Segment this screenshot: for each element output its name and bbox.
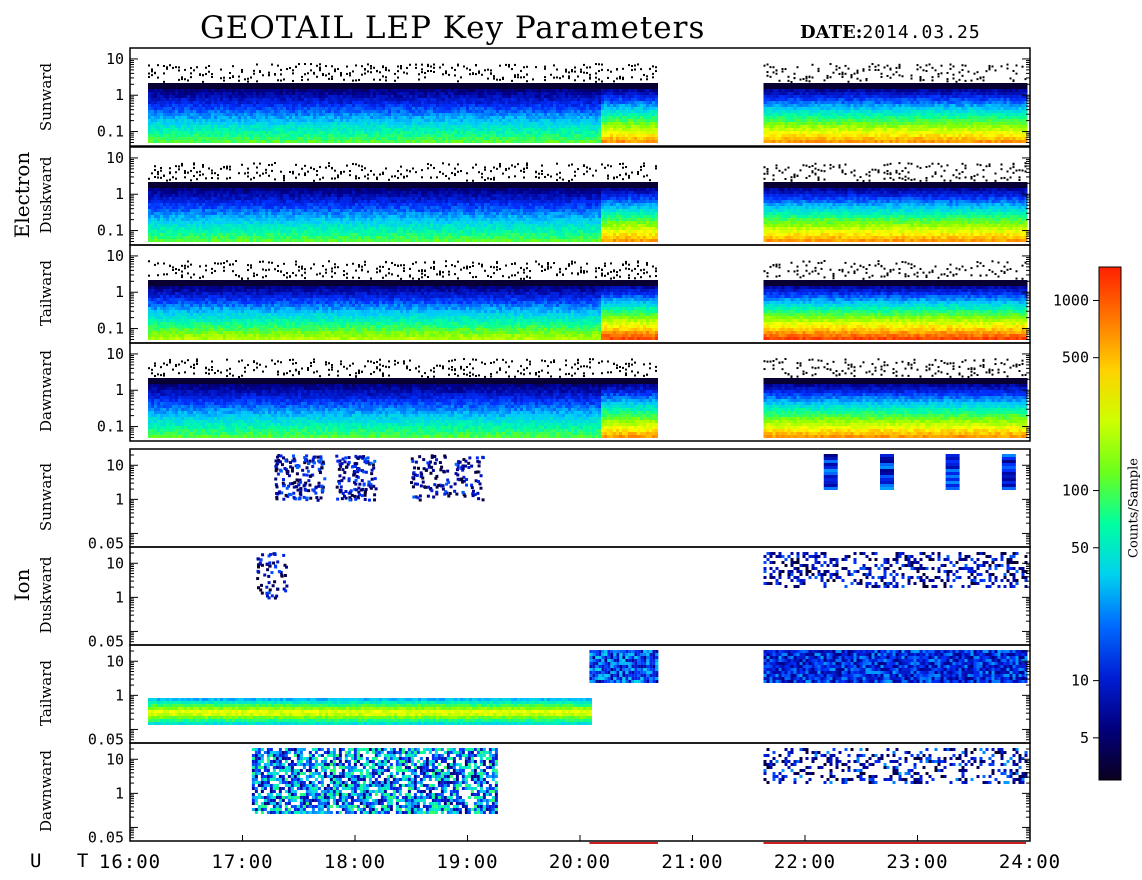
panel-electron-tailward: 10 1 0.1 xyxy=(97,245,1030,343)
colorbar: 5 10 50 100 500 1000 xyxy=(1053,267,1121,780)
y-tick-label: 0.1 xyxy=(97,320,124,338)
panel-electron-sunward: 10 1 0.1 xyxy=(97,48,1030,146)
y-tick-label: 10 xyxy=(106,345,124,363)
y-tick-label: 0.05 xyxy=(88,829,124,847)
colorbar-tick-label: 1000 xyxy=(1053,291,1089,309)
y-tick-label: 1 xyxy=(115,283,124,301)
spectrogram-data xyxy=(148,358,1028,438)
panel-electron-dawnward: 10 1 0.1 xyxy=(97,343,1030,441)
y-tick-label: 10 xyxy=(106,247,124,265)
x-tick-label: 21:00 xyxy=(661,851,723,873)
colorbar-tick-label: 5 xyxy=(1080,729,1089,747)
x-tick-label: 23:00 xyxy=(886,851,948,873)
panel-frame xyxy=(130,547,1030,645)
y-tick-label: 10 xyxy=(106,554,124,572)
panel-label-ion-duskward: Duskward xyxy=(37,556,55,633)
panel-label-ion-sunward: Sunward xyxy=(37,463,55,531)
spectrogram-data xyxy=(148,162,1028,242)
panel-ion-duskward: 10 1 0.05 xyxy=(88,547,1030,651)
y-tick-label: 1 xyxy=(115,381,124,399)
y-tick-label: 1 xyxy=(115,86,124,104)
y-tick-label: 0.05 xyxy=(88,633,124,651)
y-tick-label: 10 xyxy=(106,149,124,167)
panel-label-electron-tailward: Tailward xyxy=(37,260,55,326)
x-tick-label: 20:00 xyxy=(549,851,611,873)
x-tick-label: 22:00 xyxy=(774,851,836,873)
panel-frame xyxy=(130,743,1030,841)
spectrogram-data xyxy=(148,260,1028,340)
panel-label-ion-tailward: Tailward xyxy=(37,660,55,726)
date-label: DATE: xyxy=(800,22,862,43)
chart-title: GEOTAIL LEP Key Parameters xyxy=(200,10,705,46)
panel-label-electron-duskward: Duskward xyxy=(37,156,55,233)
y-tick-label: 1 xyxy=(115,490,124,508)
y-tick-label: 0.1 xyxy=(97,222,124,240)
y-tick-label: 10 xyxy=(106,750,124,768)
panel-electron-duskward: 10 1 0.1 xyxy=(97,147,1030,245)
y-tick-label: 0.1 xyxy=(97,123,124,141)
x-axis-label: U T xyxy=(30,850,100,872)
spectrogram-data xyxy=(274,454,1016,502)
panel-label-ion-dawnward: Dawnward xyxy=(37,750,55,832)
date-value: 2014.03.25 xyxy=(862,22,980,43)
panel-label-electron-sunward: Sunward xyxy=(37,63,55,131)
y-tick-label: 0.05 xyxy=(88,535,124,553)
y-tick-label: 10 xyxy=(106,456,124,474)
x-tick-label: 18:00 xyxy=(324,851,386,873)
group-label-ion: Ion xyxy=(10,569,34,602)
panel-ion-tailward: 10 1 0.05 xyxy=(88,645,1030,749)
y-tick-label: 10 xyxy=(106,50,124,68)
panel-label-electron-dawnward: Dawnward xyxy=(37,350,55,432)
spectrogram-data xyxy=(148,650,1028,725)
y-tick-label: 1 xyxy=(115,185,124,203)
y-tick-label: 0.05 xyxy=(88,731,124,749)
y-tick-label: 1 xyxy=(115,784,124,802)
colorbar-tick-label: 50 xyxy=(1071,539,1089,557)
x-tick-label: 19:00 xyxy=(436,851,498,873)
panel-ion-sunward: 10 1 0.05 xyxy=(88,449,1030,553)
y-tick-label: 1 xyxy=(115,686,124,704)
x-tick-label: 17:00 xyxy=(211,851,273,873)
spectrogram-data xyxy=(256,552,1027,600)
colorbar-tick-label: 100 xyxy=(1062,482,1089,500)
y-tick-label: 0.1 xyxy=(97,418,124,436)
colorbar-label: Counts/Sample xyxy=(1127,458,1142,558)
y-tick-label: 10 xyxy=(106,652,124,670)
y-tick-label: 1 xyxy=(115,588,124,606)
colorbar-tick-label: 10 xyxy=(1071,672,1089,690)
x-tick-label: 24:00 xyxy=(999,851,1061,873)
colorbar-tick-label: 500 xyxy=(1062,349,1089,367)
group-label-electron: Electron xyxy=(10,152,34,239)
date-readout: DATE:2014.03.25 xyxy=(800,22,981,43)
spectrogram-data xyxy=(252,748,1028,814)
x-tick-label: 16:00 xyxy=(99,851,161,873)
spectrogram-data xyxy=(148,63,1028,143)
panel-frame xyxy=(130,449,1030,547)
panel-ion-dawnward: 10 1 0.05 xyxy=(88,743,1030,847)
